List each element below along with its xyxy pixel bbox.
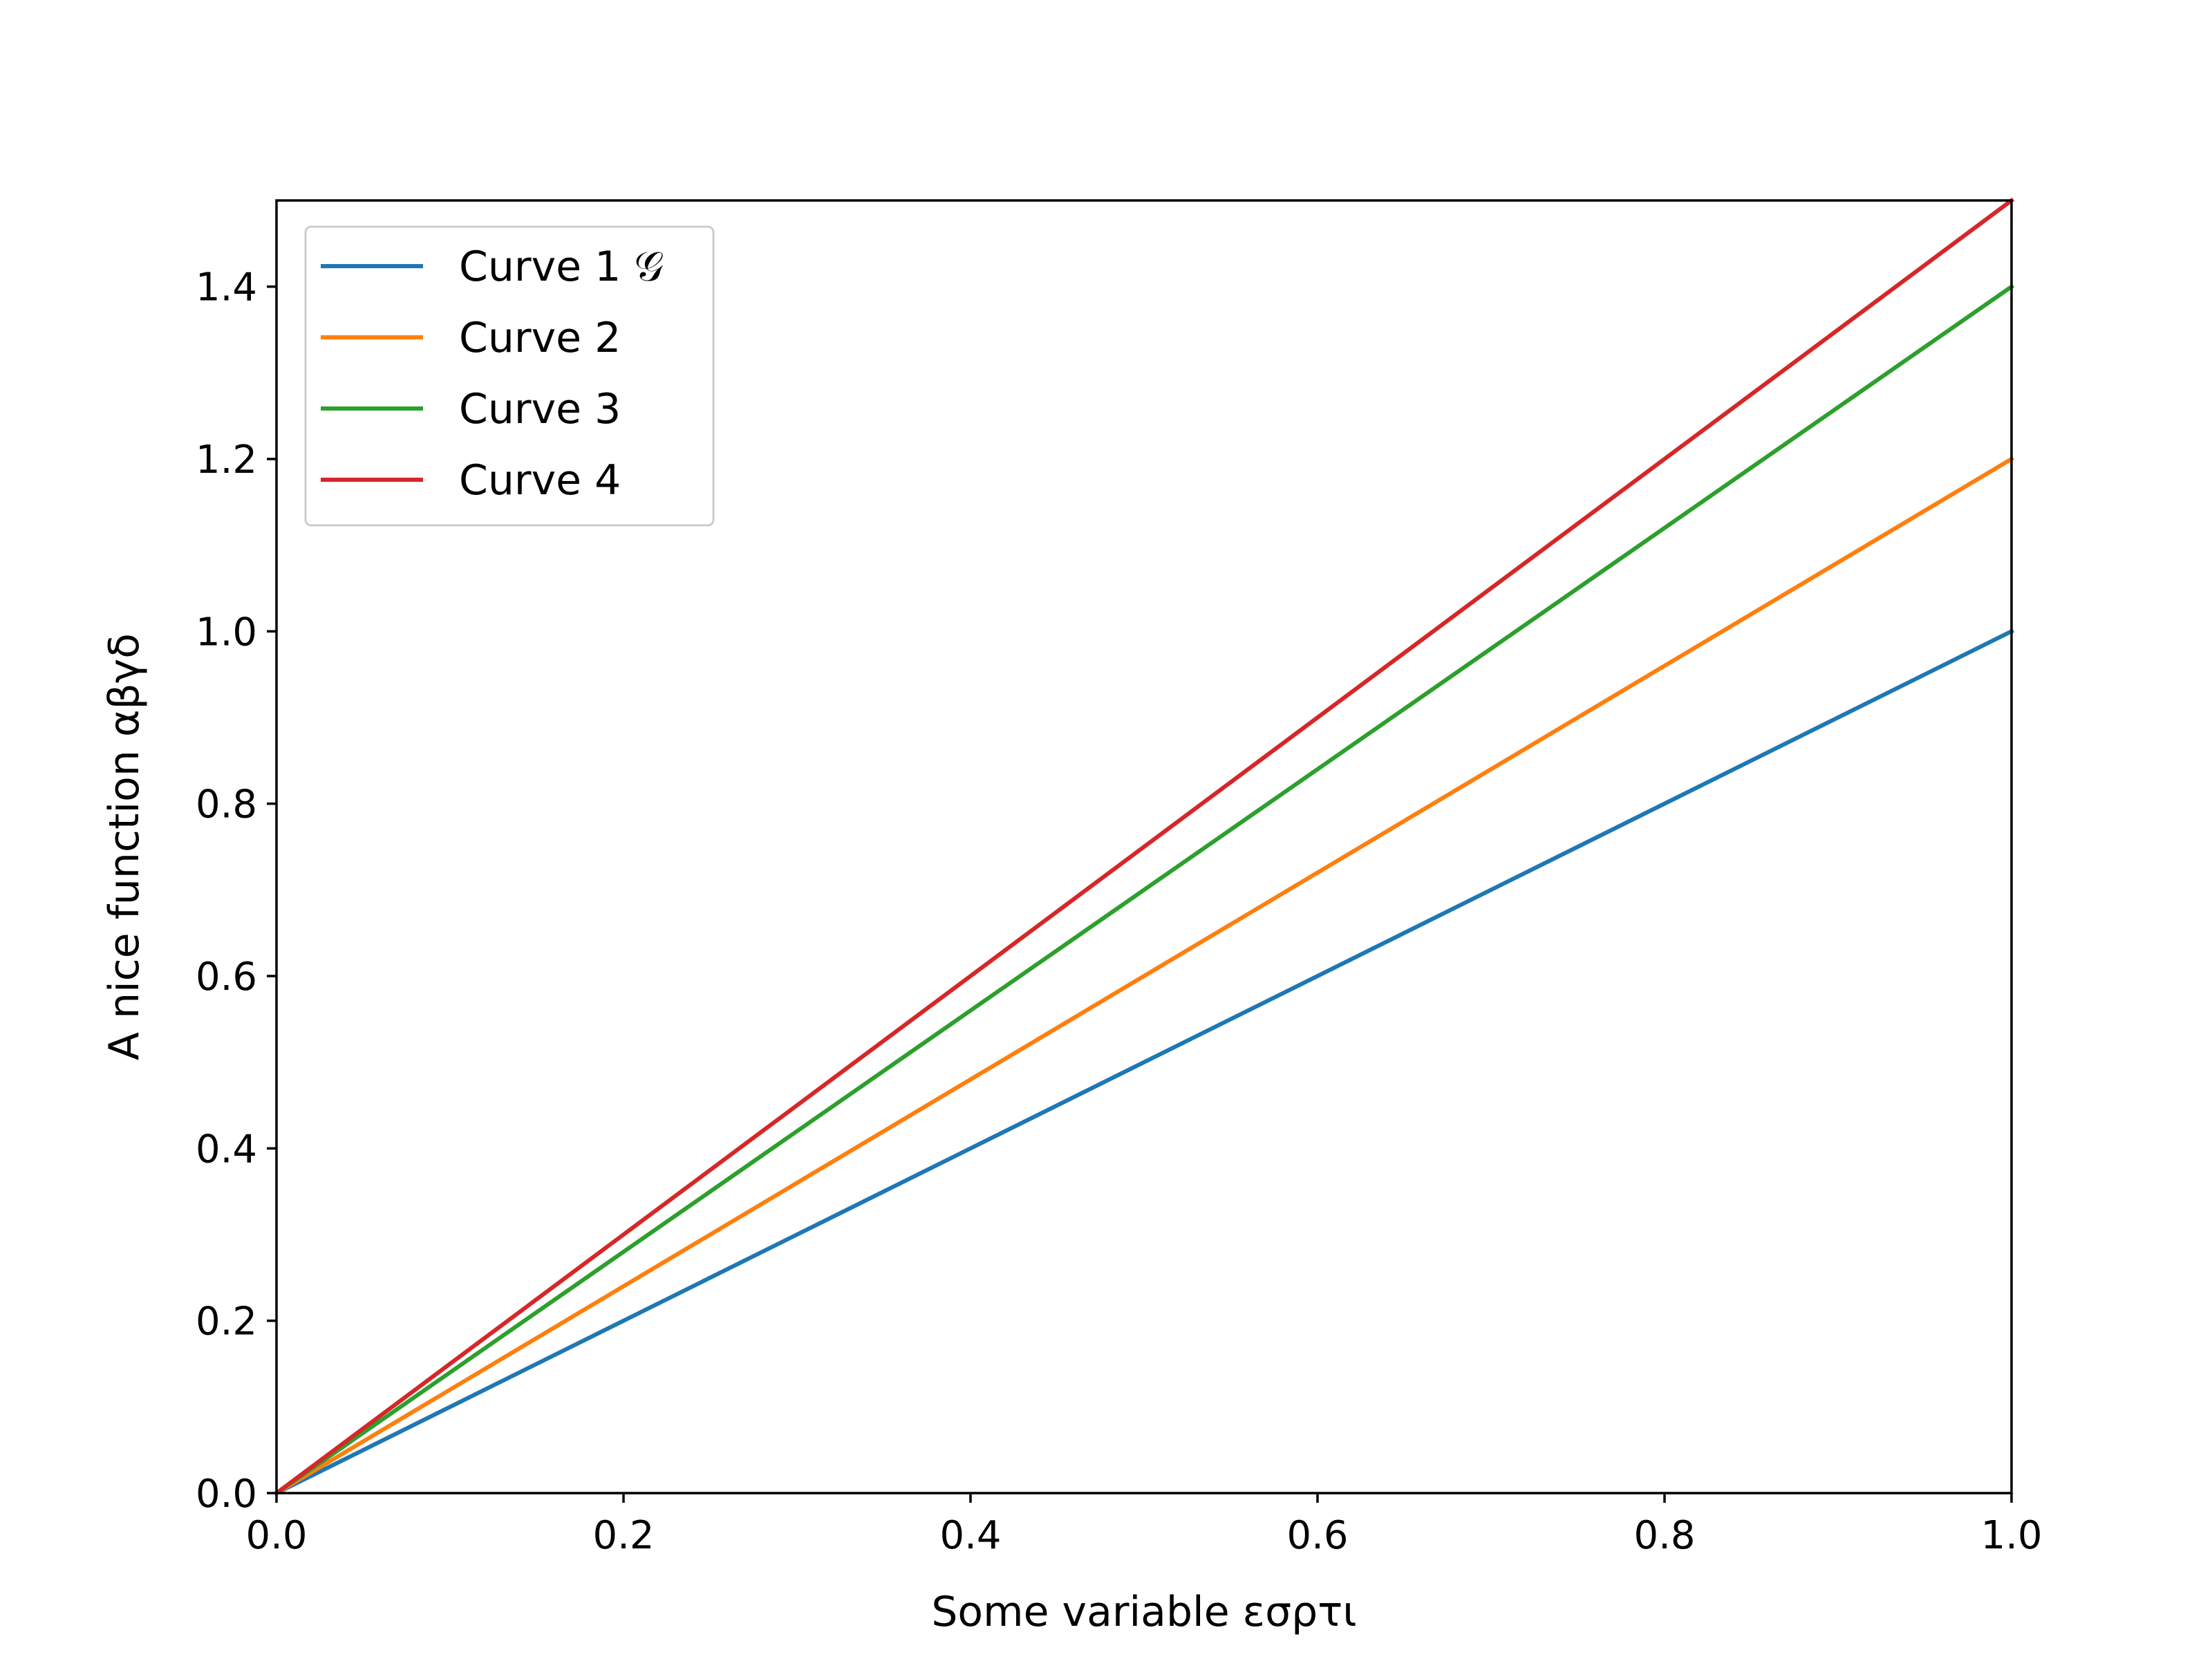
legend-label-3: Curve 3 <box>459 385 621 433</box>
legend-label-4: Curve 4 <box>459 456 621 505</box>
y-axis-label: A nice function αβγδ <box>100 633 149 1060</box>
y-tick-label: 0.0 <box>196 1472 257 1517</box>
y-tick-label: 1.4 <box>196 265 257 310</box>
y-tick-label: 0.6 <box>196 955 257 1000</box>
axes-layer: 0.0 0.2 0.4 0.6 0.8 1.0 0.0 0.2 0.4 0.6 0.8 1.0 1.2 1… <box>196 199 2043 1558</box>
series-layer <box>273 197 2015 1497</box>
x-tick-label: 1.0 <box>1980 1513 2042 1558</box>
y-tick-label: 0.8 <box>196 782 257 827</box>
legend: Curve 1 𝒢 Curve 2 Curve 3 Curve 4 <box>304 225 715 527</box>
y-tick-label: 0.4 <box>196 1127 257 1172</box>
x-tick-label: 0.4 <box>939 1513 1001 1558</box>
x-axis-label: Some variable εσρτι <box>931 1588 1356 1636</box>
legend-box <box>304 225 715 527</box>
x-tick-label: 0.2 <box>592 1513 654 1558</box>
x-tick-label: 0.0 <box>245 1513 307 1558</box>
series-line-3 <box>273 283 2015 1497</box>
x-tick-label: 0.6 <box>1286 1513 1348 1558</box>
legend-label-1: Curve 1 𝒢 <box>459 243 664 291</box>
axes-frame <box>275 199 2013 1494</box>
series-line-4 <box>273 197 2015 1497</box>
y-tick-label: 0.2 <box>196 1300 257 1344</box>
y-tick-label: 1.0 <box>196 610 257 655</box>
y-tick-label: 1.2 <box>196 438 257 482</box>
x-tick-label: 0.8 <box>1633 1513 1695 1558</box>
legend-label-2: Curve 2 <box>459 314 621 362</box>
series-line-1 <box>273 628 2015 1497</box>
series-line-2 <box>273 456 2015 1497</box>
